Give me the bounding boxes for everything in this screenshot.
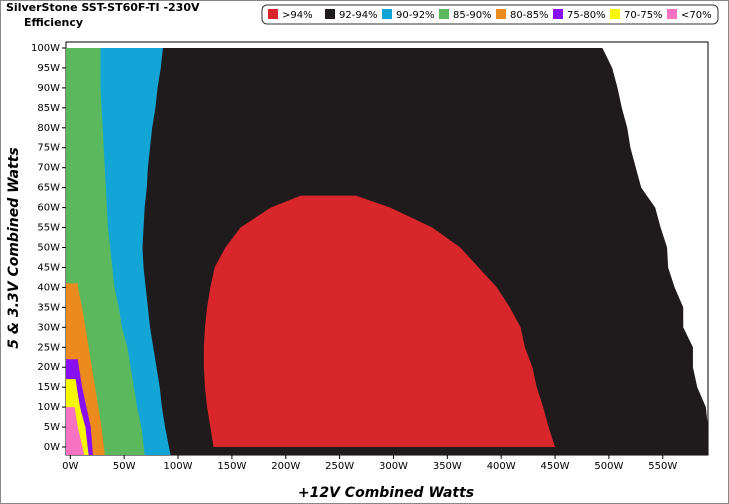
- chart-subtitle: Efficiency: [24, 16, 83, 29]
- chart-title: SilverStone SST-ST60F-TI -230V: [6, 1, 200, 14]
- y-tick-label: 65W: [37, 183, 60, 194]
- y-tick-label: 35W: [37, 302, 60, 313]
- legend-swatch: [553, 9, 563, 19]
- legend-swatch: [268, 9, 278, 19]
- x-tick-label: 50W: [113, 461, 136, 472]
- legend-swatch: [439, 9, 449, 19]
- y-tick-label: 85W: [37, 103, 60, 114]
- y-tick-label: 25W: [37, 342, 60, 353]
- y-tick-label: 95W: [37, 63, 60, 74]
- y-tick-label: 20W: [37, 362, 60, 373]
- y-tick-label: 10W: [37, 402, 60, 413]
- x-tick-label: 0W: [62, 461, 78, 472]
- legend-swatch: [667, 9, 677, 19]
- y-tick-label: 60W: [37, 203, 60, 214]
- efficiency-region: [66, 407, 85, 455]
- x-tick-label: 550W: [648, 461, 677, 472]
- x-tick-label: 150W: [217, 461, 246, 472]
- x-tick-label: 450W: [541, 461, 570, 472]
- x-tick-label: 400W: [487, 461, 516, 472]
- x-axis-title: +12V Combined Watts: [298, 485, 474, 501]
- y-tick-label: 0W: [44, 442, 60, 453]
- y-tick-label: 70W: [37, 163, 60, 174]
- y-tick-label: 5W: [44, 422, 60, 433]
- y-tick-label: 55W: [37, 223, 60, 234]
- x-tick-label: 100W: [164, 461, 193, 472]
- y-tick-label: 75W: [37, 143, 60, 154]
- legend-swatch: [325, 9, 335, 19]
- legend-swatch: [382, 9, 392, 19]
- y-tick-label: 15W: [37, 382, 60, 393]
- y-tick-label: 90W: [37, 83, 60, 94]
- legend-label: >94%: [282, 10, 313, 21]
- legend-label: <70%: [681, 10, 712, 21]
- y-tick-label: 40W: [37, 282, 60, 293]
- x-tick-label: 350W: [433, 461, 462, 472]
- legend-box: [261, 4, 719, 25]
- efficiency-region: [203, 195, 556, 448]
- y-tick-label: 100W: [31, 43, 60, 54]
- legend-label: 80-85%: [510, 10, 549, 21]
- y-tick-label: 50W: [37, 243, 60, 254]
- legend-label: 75-80%: [567, 10, 606, 21]
- x-tick-label: 300W: [379, 461, 408, 472]
- legend-label: 85-90%: [453, 10, 492, 21]
- x-tick-label: 250W: [325, 461, 354, 472]
- legend-label: 90-92%: [396, 10, 435, 21]
- y-tick-label: 80W: [37, 123, 60, 134]
- x-tick-label: 200W: [271, 461, 300, 472]
- y-tick-label: 45W: [37, 262, 60, 273]
- x-tick-label: 500W: [594, 461, 623, 472]
- legend-label: 70-75%: [624, 10, 663, 21]
- y-axis-title: 5 & 3.3V Combined Watts: [6, 147, 22, 349]
- legend-swatch: [610, 9, 620, 19]
- y-tick-label: 30W: [37, 322, 60, 333]
- legend-swatch: [496, 9, 506, 19]
- legend-label: 92-94%: [339, 10, 378, 21]
